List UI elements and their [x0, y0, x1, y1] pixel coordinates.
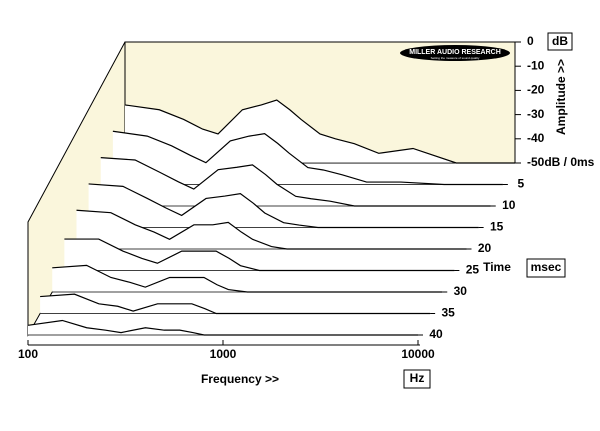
x-unit-box — [403, 369, 431, 389]
x-tick-label: 10000 — [401, 347, 435, 361]
logo: MILLER AUDIO RESEARCH — [409, 49, 501, 56]
slice-line — [124, 99, 515, 164]
z-tick-label: 5 — [518, 177, 525, 191]
slice-line — [112, 130, 503, 186]
slice-fill — [88, 183, 479, 228]
slices — [27, 99, 515, 336]
z-tick-label: 40 — [429, 327, 443, 341]
z-tick-label: 35 — [441, 306, 455, 320]
slice-fill — [64, 239, 455, 271]
z-tick-label: 10 — [502, 198, 516, 212]
x-tick-label: 1000 — [210, 347, 237, 361]
slice-fill — [112, 131, 503, 185]
z-unit: msec — [531, 260, 562, 274]
x-unit: Hz — [410, 371, 425, 385]
z-tick-label: 25 — [466, 263, 480, 277]
y-unit: dB — [552, 34, 568, 48]
y-tick-label: -50dB / 0ms — [527, 155, 595, 169]
x-tick-label: 100 — [18, 347, 38, 361]
slice-fill — [100, 157, 491, 206]
logo-tagline: Setting the measure of sound quality — [431, 56, 480, 60]
y-tick-label: -10 — [527, 58, 545, 72]
z-tick-label: 15 — [490, 220, 504, 234]
y-tick-label: 0 — [527, 34, 534, 48]
y-tick-label: -30 — [527, 107, 545, 121]
slice-fill — [76, 210, 467, 249]
z-tick-label: 20 — [478, 241, 492, 255]
y-tick-label: -40 — [527, 131, 545, 145]
y-axis-title: Amplitude >> — [554, 59, 568, 135]
logo-badge — [400, 45, 510, 61]
z-tick-label: 30 — [454, 284, 468, 298]
z-axis-title: Time — [483, 260, 511, 274]
z-unit-box — [526, 258, 566, 278]
x-axis-title: Frequency >> — [201, 372, 279, 386]
y-unit-box — [547, 32, 573, 51]
y-tick-label: -20 — [527, 83, 545, 97]
